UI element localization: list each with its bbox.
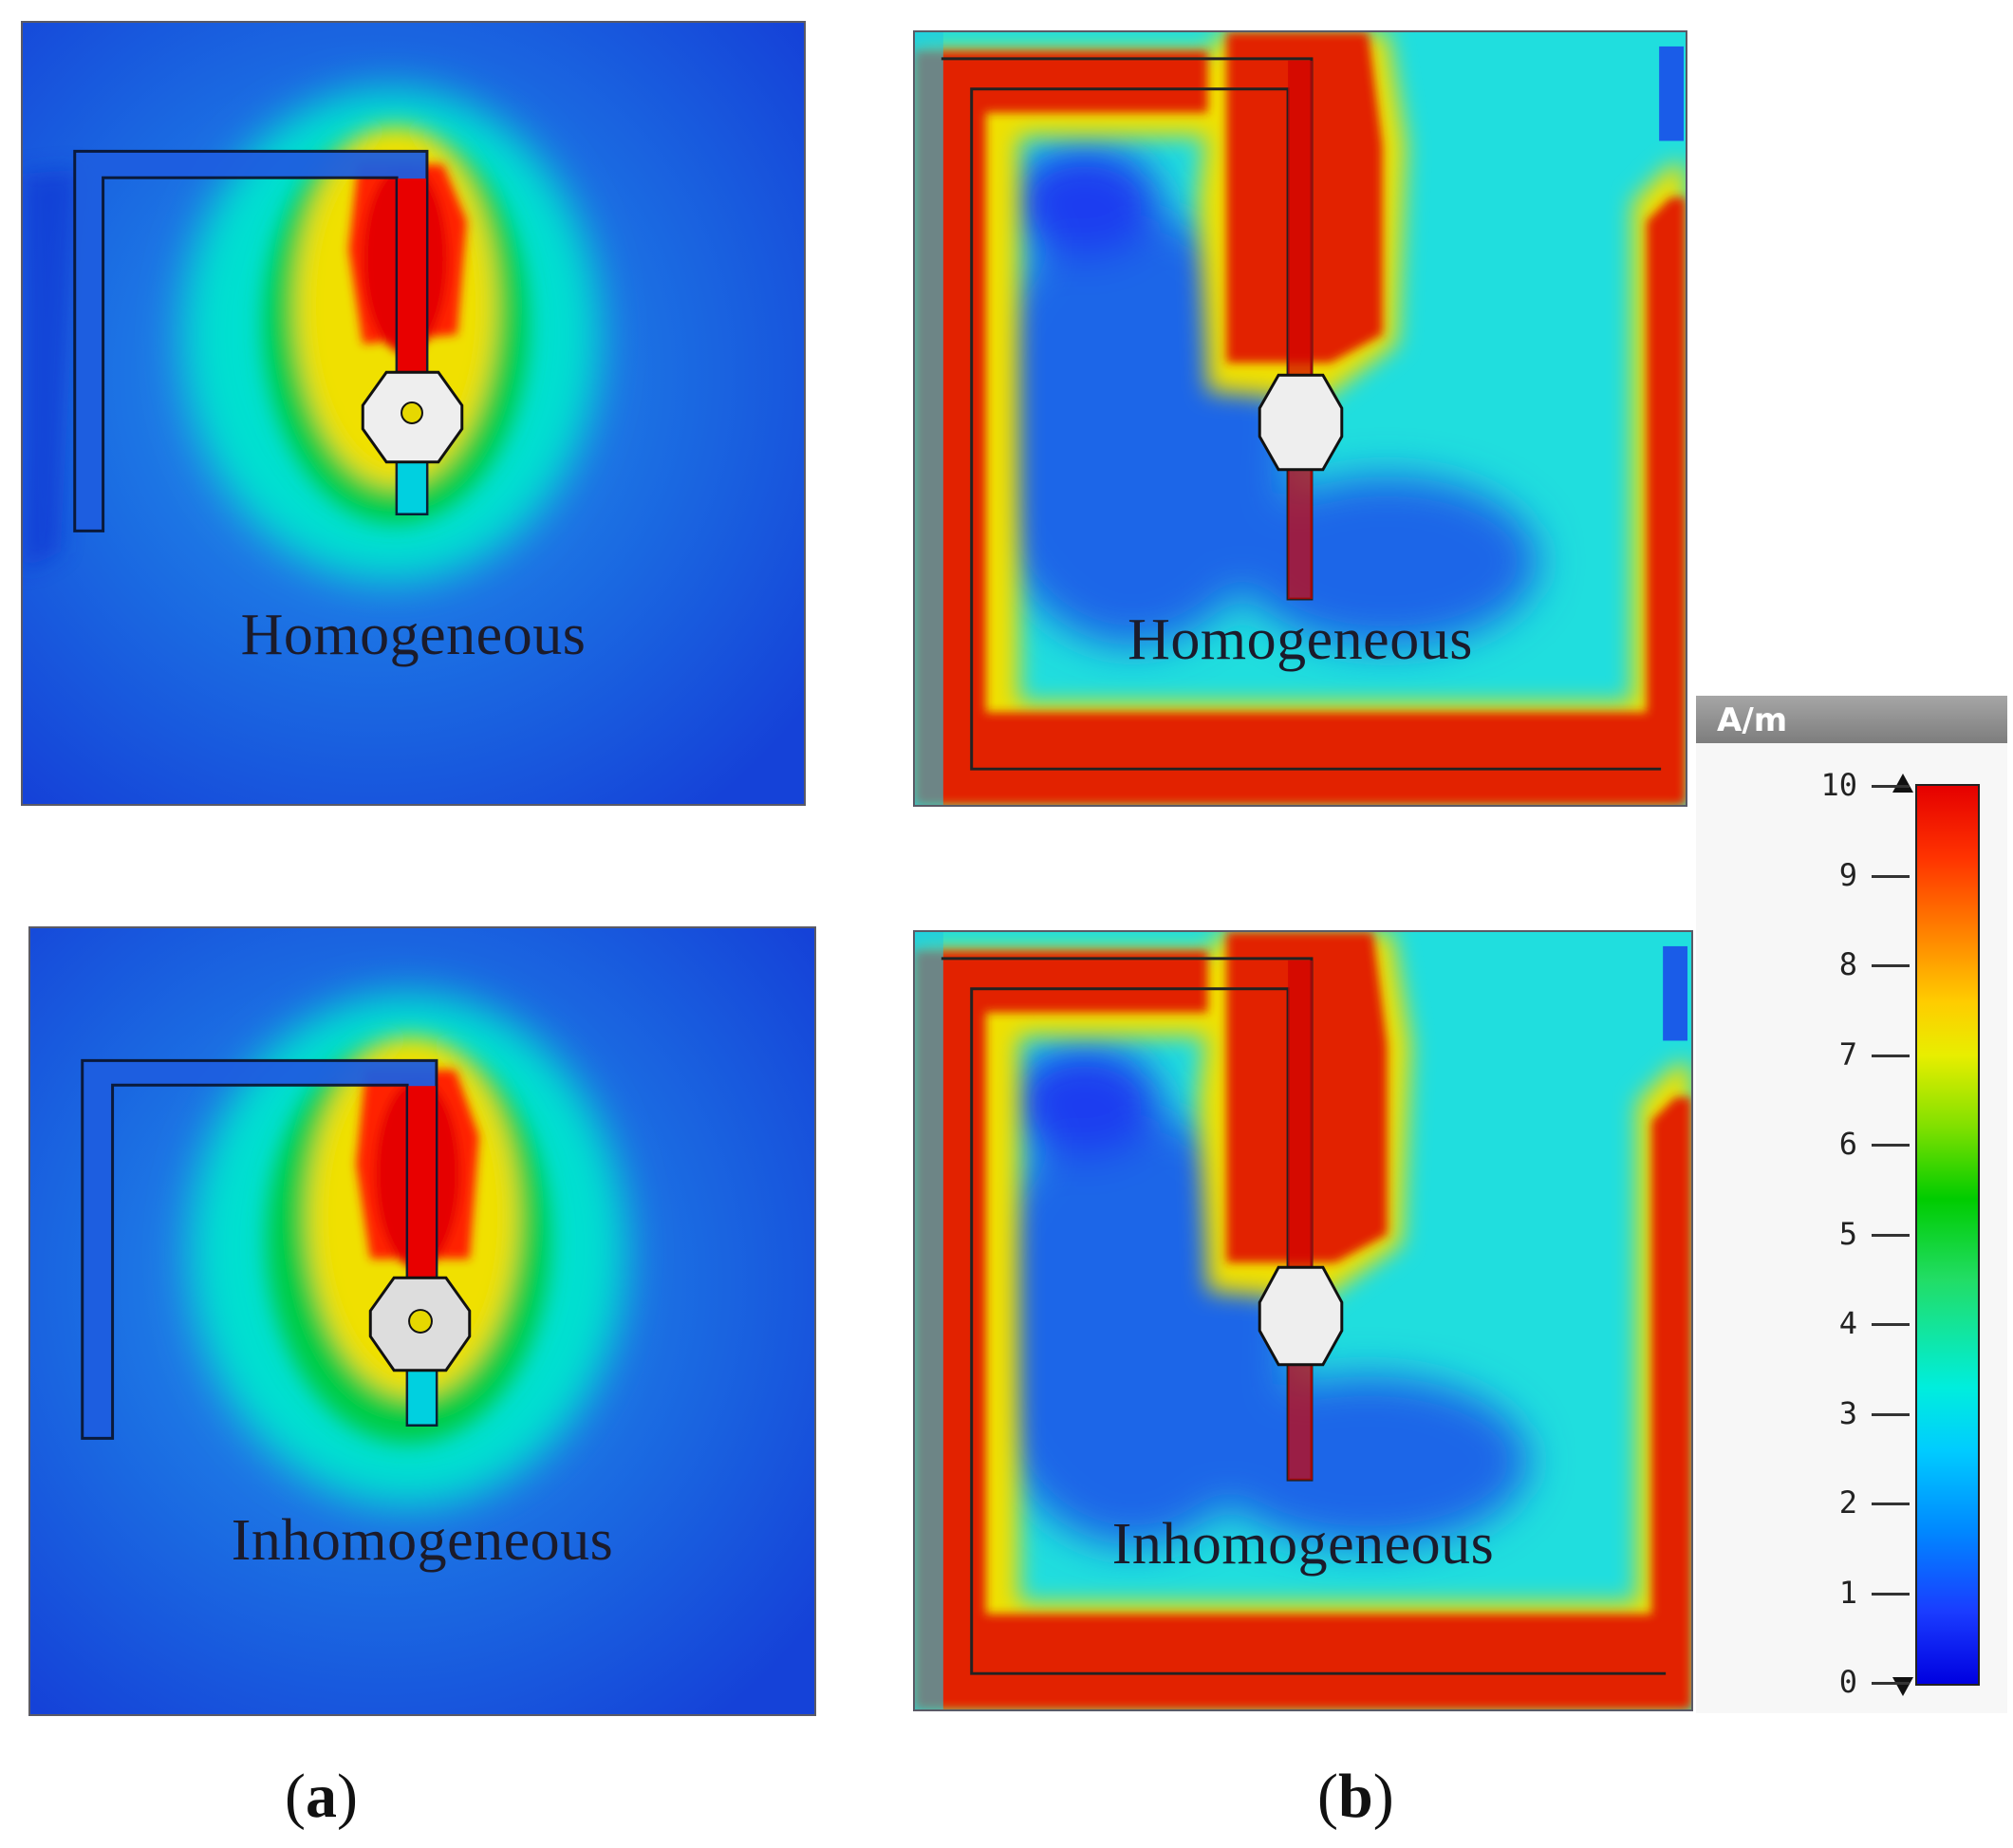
field-map-a-homogeneous — [23, 23, 804, 804]
colorbar-tick-label: 7 — [1838, 1036, 1857, 1073]
caption-a-letter: a — [305, 1762, 337, 1831]
field-map-b-inhomogeneous — [915, 932, 1691, 1709]
max-arrow-icon — [1892, 774, 1913, 793]
colorbar-tick-label: 3 — [1838, 1394, 1857, 1431]
field-map-a-inhomogeneous — [30, 928, 814, 1714]
panel-label: Homogeneous — [1128, 607, 1473, 672]
colorbar-legend: A/m 10 9 8 7 6 5 4 3 2 1 0 — [1696, 696, 2007, 1713]
caption-a: (a) — [285, 1762, 358, 1831]
caption-b-letter: b — [1337, 1762, 1373, 1831]
colorbar-tick-mark — [1872, 1682, 1910, 1685]
colorbar-tick-mark — [1872, 874, 1910, 878]
colorbar-tick-mark — [1872, 1592, 1910, 1596]
colorbar-tick-mark — [1872, 1503, 1910, 1505]
field-panel-a-inhomogeneous: Inhomogeneous — [28, 926, 816, 1716]
colorbar-tick-label: 8 — [1838, 946, 1857, 982]
field-panel-a-homogeneous: Homogeneous — [21, 21, 806, 806]
panel-label: Inhomogeneous — [1111, 1512, 1495, 1577]
panel-label: Inhomogeneous — [231, 1508, 614, 1573]
colorbar-tick-mark — [1872, 1233, 1910, 1237]
colorbar-tick-label: 9 — [1838, 856, 1857, 893]
colorbar-tick-mark — [1872, 1144, 1910, 1147]
colorbar-tick-mark — [1872, 1323, 1910, 1326]
colorbar-unit: A/m — [1717, 701, 1788, 739]
field-panel-b-homogeneous: Homogeneous — [913, 30, 1687, 807]
colorbar-tick-mark — [1872, 1054, 1910, 1057]
colorbar-tick-label: 2 — [1838, 1484, 1857, 1521]
colorbar-tick-label: 4 — [1838, 1305, 1857, 1341]
panel-label: Homogeneous — [240, 603, 587, 667]
min-arrow-icon — [1892, 1677, 1913, 1696]
colorbar-tick-label: 10 — [1820, 767, 1857, 803]
caption-b: (b) — [1317, 1762, 1394, 1831]
colorbar-tick-mark — [1872, 785, 1910, 788]
colorbar-tick-label: 1 — [1838, 1574, 1857, 1611]
colorbar-tick-mark — [1872, 964, 1910, 967]
colorbar-gradient — [1915, 784, 1980, 1686]
colorbar-tick-label: 6 — [1838, 1126, 1857, 1162]
colorbar-tick-label: 5 — [1838, 1215, 1857, 1252]
colorbar-header: A/m — [1696, 696, 2007, 743]
colorbar-tick-label: 0 — [1838, 1664, 1857, 1700]
field-map-b-homogeneous — [915, 32, 1686, 805]
field-panel-b-inhomogeneous: Inhomogeneous — [913, 930, 1693, 1711]
colorbar-tick-mark — [1872, 1412, 1910, 1416]
